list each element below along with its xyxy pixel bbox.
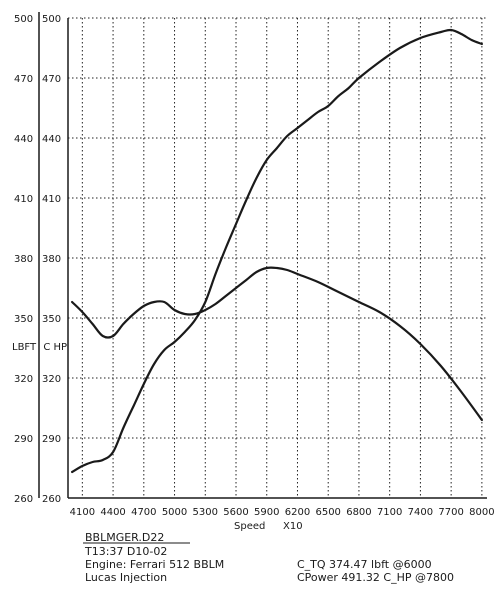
y-tick-label-right: 470 bbox=[42, 74, 61, 85]
y-tick-label-right: 320 bbox=[42, 374, 61, 385]
y-tick-label-right: 290 bbox=[42, 434, 61, 445]
y-tick-label-left: 410 bbox=[14, 194, 33, 205]
y-axis-label: LBFT C HP bbox=[12, 342, 67, 353]
y-tick-label-left: 440 bbox=[14, 134, 33, 145]
y-tick-labels-left: 260 290 320 350 380 410 440 470 500 bbox=[14, 14, 33, 505]
y-tick-label-right: 500 bbox=[42, 14, 61, 25]
x-axis-label: Speed bbox=[234, 521, 265, 532]
y-tick-label-left: 380 bbox=[14, 254, 33, 265]
y-tick-label-left: 260 bbox=[14, 494, 33, 505]
x-tick-label: 7400 bbox=[408, 507, 433, 518]
y-tick-labels-right: 260 290 320 350 380 410 440 470 500 bbox=[42, 14, 61, 505]
y-tick-label-right: 410 bbox=[42, 194, 61, 205]
series-line-torque bbox=[71, 266, 483, 422]
y-label-left: LBFT bbox=[12, 342, 37, 353]
y-tick-label-left: 500 bbox=[14, 14, 33, 25]
footer-peak-power: CPower 491.32 C_HP @7800 bbox=[297, 571, 454, 584]
y-tick-label-right: 380 bbox=[42, 254, 61, 265]
x-tick-label: 4400 bbox=[100, 507, 125, 518]
x-scale-label: X10 bbox=[283, 521, 303, 532]
y-tick-label-left: 470 bbox=[14, 74, 33, 85]
y-tick-label-left: 320 bbox=[14, 374, 33, 385]
axes bbox=[38, 12, 487, 499]
x-tick-label: 4100 bbox=[70, 507, 95, 518]
footer-injection: Lucas Injection bbox=[85, 571, 168, 584]
x-tick-label: 8000 bbox=[469, 507, 494, 518]
x-tick-label: 5000 bbox=[162, 507, 187, 518]
x-tick-label: 5600 bbox=[223, 507, 248, 518]
y-tick-label-right: 350 bbox=[42, 314, 61, 325]
gridlines bbox=[68, 17, 487, 498]
x-tick-label: 6500 bbox=[315, 507, 340, 518]
x-tick-labels: 4100 4400 4700 5000 5300 5600 5900 6200 6500 6800… bbox=[70, 507, 495, 518]
footer-file: BBLMGER.D22 bbox=[85, 531, 165, 544]
y-tick-label-left: 350 bbox=[14, 314, 33, 325]
y-label-right: C HP bbox=[43, 342, 67, 353]
x-tick-label: 7100 bbox=[377, 507, 402, 518]
y-tick-label-right: 440 bbox=[42, 134, 61, 145]
footer-engine: Engine: Ferrari 512 BBLM bbox=[85, 558, 225, 571]
x-tick-label: 6200 bbox=[285, 507, 310, 518]
series-lines bbox=[71, 28, 483, 474]
y-tick-label-left: 290 bbox=[14, 434, 33, 445]
x-tick-label: 6800 bbox=[346, 507, 371, 518]
x-tick-label: 5300 bbox=[193, 507, 218, 518]
x-tick-label: 5900 bbox=[254, 507, 279, 518]
footer-timestamp: T13:37 D10-02 bbox=[85, 545, 168, 558]
series-line-power bbox=[71, 28, 483, 474]
x-tick-label: 4700 bbox=[131, 507, 156, 518]
y-tick-label-right: 260 bbox=[42, 494, 61, 505]
x-tick-label: 7700 bbox=[438, 507, 463, 518]
footer-peak-torque: C_TQ 374.47 lbft @6000 bbox=[297, 558, 432, 571]
